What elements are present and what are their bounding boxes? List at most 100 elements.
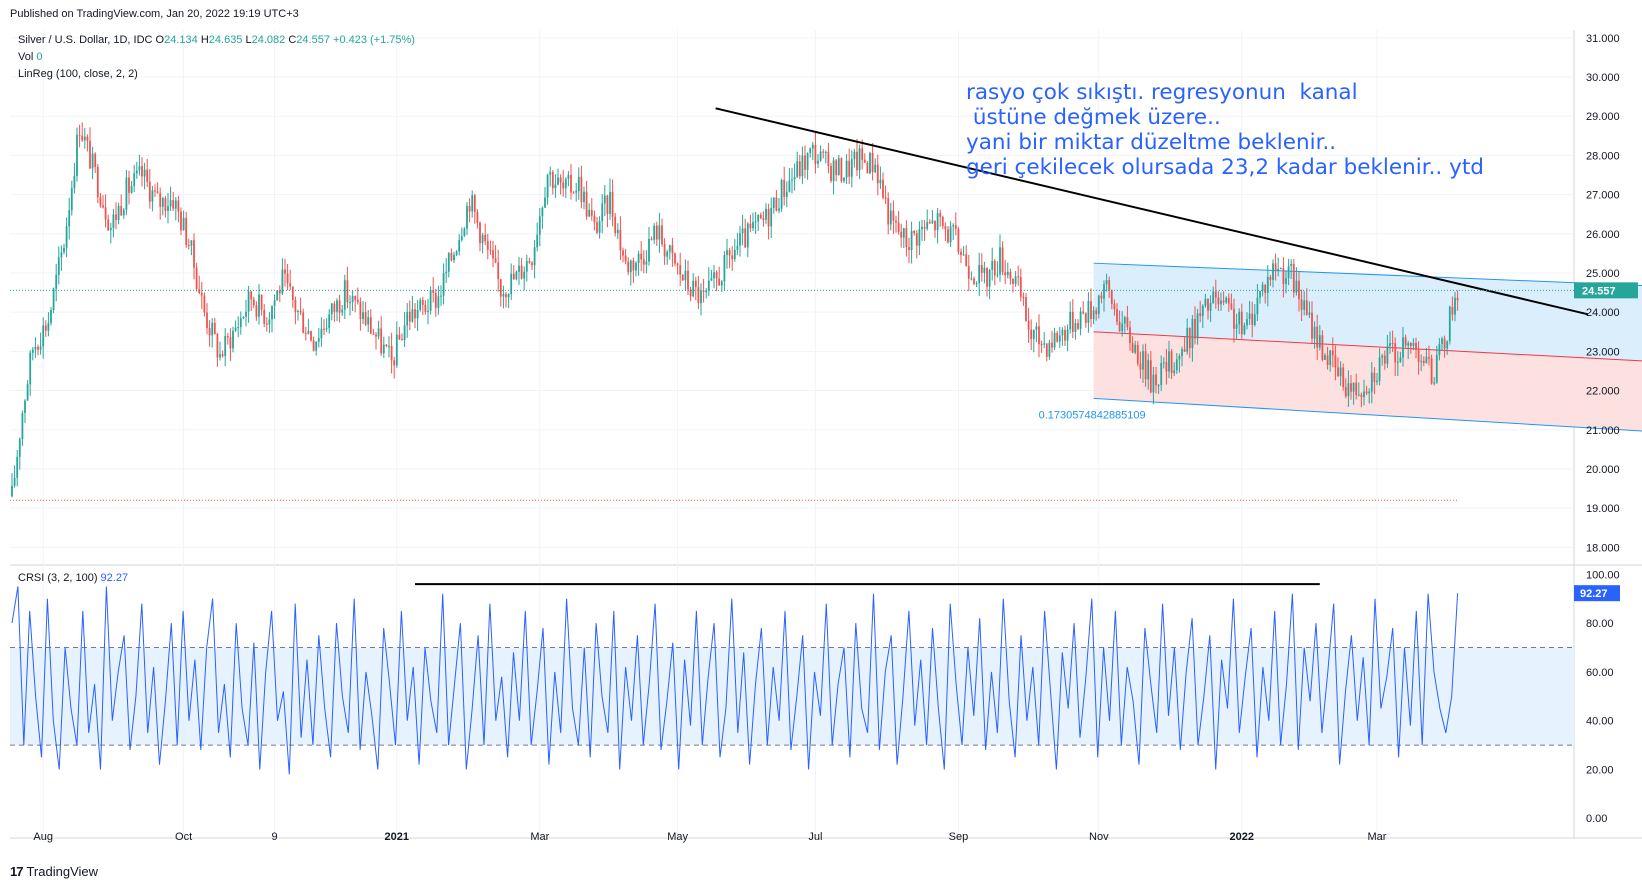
candle-body [377, 328, 380, 337]
candle-body [983, 267, 986, 273]
candle-body [679, 265, 682, 275]
candle-body [1004, 272, 1007, 276]
candle-body [861, 148, 864, 160]
candle-body [788, 180, 791, 192]
candle-body [1394, 343, 1397, 363]
candle-body [1155, 374, 1157, 386]
candle-body [796, 161, 799, 177]
candle-body [190, 240, 193, 246]
candle-body [359, 302, 362, 319]
candle-body [11, 485, 13, 497]
candle-body [975, 283, 978, 285]
candle-body [1058, 335, 1061, 342]
candle-body [24, 400, 26, 414]
candle-body [237, 327, 240, 329]
crsi-legend[interactable]: CRSI (3, 2, 100) 92.27 [18, 572, 128, 584]
candle-body [1136, 344, 1139, 364]
candle-body [988, 269, 991, 287]
candle-body [882, 179, 884, 198]
candle-body [910, 230, 913, 251]
candle-body [538, 216, 541, 235]
candle-body [1287, 266, 1290, 279]
candle-body [603, 195, 606, 204]
linreg-legend[interactable]: LinReg (100, close, 2, 2) [18, 68, 138, 80]
ohlc-close-value: 24.557 [296, 34, 330, 46]
candle-body [874, 164, 877, 173]
candle-body [1160, 362, 1163, 386]
candle-body [1321, 335, 1324, 360]
candle-body [944, 226, 947, 230]
candle-body [577, 176, 580, 192]
candle-body [692, 280, 695, 297]
candle-body [154, 190, 156, 192]
candle-body [37, 346, 39, 350]
candle-body [512, 273, 515, 280]
candle-body [806, 153, 809, 170]
candle-body [1090, 301, 1092, 320]
symbol-legend[interactable]: Silver / U.S. Dollar, 1D, IDC O24.134 H2… [18, 34, 415, 46]
candle-body [850, 159, 853, 177]
crsi-tick-label: 100.00 [1586, 569, 1620, 581]
candle-body [772, 197, 775, 209]
candle-body [840, 158, 843, 182]
candle-body [949, 226, 952, 243]
candle-body [216, 333, 219, 358]
candle-body [1048, 342, 1051, 357]
candle-body [18, 439, 21, 457]
candle-body [1071, 311, 1074, 332]
candle-body [759, 214, 762, 219]
candle-body [902, 228, 905, 238]
candle-body [255, 305, 258, 317]
candle-body [1165, 362, 1168, 372]
candle-body [499, 279, 502, 297]
candle-body [718, 278, 721, 286]
candle-body [1144, 351, 1147, 380]
candle-body [39, 346, 42, 350]
candle-body [1368, 391, 1371, 394]
candle-body [694, 280, 697, 288]
candle-body [193, 240, 195, 268]
x-axis[interactable]: Aug Oct 9 2021 Mar May Jul Sep Nov 2022 Mar [33, 831, 1386, 843]
candle-body [505, 294, 507, 298]
candle-body [120, 205, 123, 216]
tradingview-footer[interactable]: 17 TradingView [10, 864, 98, 879]
candle-body [913, 230, 916, 234]
candle-body [390, 345, 393, 361]
candle-body [336, 300, 338, 312]
y-axis[interactable]: 31.000 30.000 29.000 28.000 27.000 26.000 25.0… [1586, 33, 1620, 825]
candle-body [26, 384, 29, 401]
candle-body [710, 278, 713, 281]
candle-body [1420, 360, 1423, 362]
candle-body [317, 338, 320, 342]
candle-body [515, 271, 518, 280]
price-tick-label: 23.000 [1586, 346, 1620, 358]
candle-body [44, 325, 47, 331]
candle-body [1043, 343, 1046, 345]
candle-body [601, 203, 604, 222]
candle-body [161, 198, 164, 207]
candle-body [811, 144, 814, 149]
candle-body [372, 333, 375, 335]
price-tick-label: 21.000 [1586, 425, 1620, 437]
candle-body [731, 255, 734, 260]
candle-body [1079, 311, 1082, 329]
candle-body [1290, 263, 1293, 267]
candle-body [632, 260, 635, 271]
candle-body [1329, 350, 1332, 366]
volume-legend[interactable]: Vol 0 [18, 51, 42, 63]
candle-body [273, 300, 276, 306]
candle-body [697, 287, 700, 304]
candle-body [302, 312, 305, 334]
candle-body [1251, 313, 1254, 325]
candle-body [117, 205, 120, 221]
candle-body [57, 257, 60, 275]
candle-body [445, 271, 448, 273]
candle-body [551, 171, 554, 189]
candle-body [224, 335, 227, 357]
candle-body [1233, 308, 1235, 329]
candle-body [1360, 394, 1363, 398]
candle-body [29, 352, 32, 385]
candle-body [156, 191, 159, 194]
candle-body [320, 328, 323, 339]
